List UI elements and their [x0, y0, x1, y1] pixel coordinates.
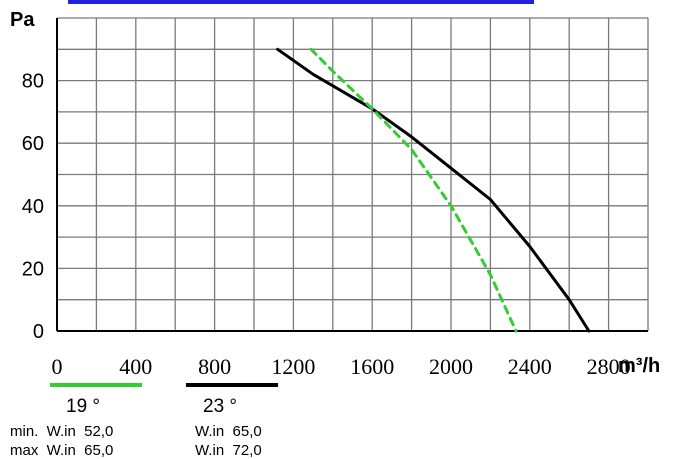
x-tick-label: 400	[119, 354, 152, 379]
header-bar	[68, 0, 534, 4]
legend-temp-green: 19 °	[66, 396, 101, 417]
series-line-black	[276, 47, 591, 333]
legend-bar-green	[50, 383, 142, 387]
x-tick-label: 1200	[271, 354, 315, 379]
spec-min-black: W.in 65,0	[195, 423, 262, 440]
legend-bar-black	[186, 383, 278, 387]
x-tick-label: 2800	[587, 354, 631, 379]
x-axis-label: m³/h	[618, 355, 660, 377]
series-line-green-dashed	[309, 47, 518, 333]
y-tick-label: 40	[22, 196, 44, 218]
legend-bars	[50, 383, 278, 387]
spec-max-green: max W.in 65,0	[10, 442, 114, 459]
x-tick-label: 2000	[429, 354, 473, 379]
x-tick-label: 1600	[350, 354, 394, 379]
axes	[56, 18, 648, 332]
y-tick-label: 80	[22, 71, 44, 93]
x-tick-label: 0	[52, 354, 63, 379]
y-tick-label: 0	[33, 321, 44, 343]
y-tick-label: 60	[22, 133, 44, 155]
grid	[56, 17, 649, 331]
y-tick-label: 20	[22, 258, 44, 280]
spec-min-green: min. W.in 52,0	[10, 423, 114, 440]
x-tick-label: 800	[198, 354, 231, 379]
spec-max-black: W.in 72,0	[195, 442, 262, 459]
y-axis-label: Pa	[10, 9, 35, 31]
legend-temp-black: 23 °	[203, 396, 238, 417]
series-lines	[276, 47, 591, 333]
x-tick-label: 2400	[508, 354, 552, 379]
